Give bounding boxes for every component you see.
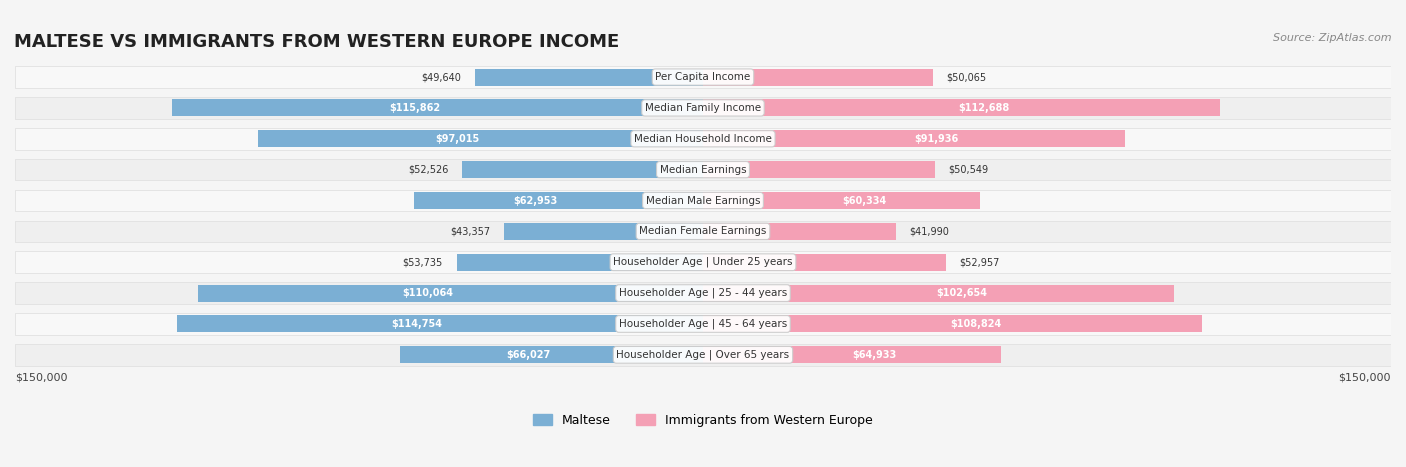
Text: $150,000: $150,000 [1339,373,1391,383]
FancyBboxPatch shape [15,313,1391,335]
Bar [177,316,703,333]
FancyBboxPatch shape [15,159,1391,180]
Bar [703,192,980,209]
Bar [505,223,703,240]
Bar [172,99,703,116]
Text: $43,357: $43,357 [450,226,491,236]
Text: $50,065: $50,065 [946,72,987,82]
Text: $60,334: $60,334 [842,196,886,205]
Text: Source: ZipAtlas.com: Source: ZipAtlas.com [1274,33,1392,42]
Text: $52,957: $52,957 [960,257,1000,267]
FancyBboxPatch shape [15,344,1391,366]
FancyBboxPatch shape [15,66,1391,88]
Text: $114,754: $114,754 [391,319,443,329]
Text: Median Family Income: Median Family Income [645,103,761,113]
Bar [703,254,946,271]
Bar [198,284,703,302]
Bar [703,161,935,178]
Text: $97,015: $97,015 [436,134,479,144]
FancyBboxPatch shape [15,97,1391,119]
FancyBboxPatch shape [15,282,1391,304]
Text: Householder Age | Over 65 years: Householder Age | Over 65 years [616,350,790,360]
Bar [703,316,1202,333]
FancyBboxPatch shape [15,251,1391,273]
Text: $112,688: $112,688 [959,103,1010,113]
Text: Householder Age | 45 - 64 years: Householder Age | 45 - 64 years [619,318,787,329]
Bar [259,130,703,147]
Text: $108,824: $108,824 [950,319,1001,329]
Bar [401,347,703,363]
Legend: Maltese, Immigrants from Western Europe: Maltese, Immigrants from Western Europe [529,409,877,432]
Text: $66,027: $66,027 [506,350,551,360]
Text: Median Earnings: Median Earnings [659,165,747,175]
FancyBboxPatch shape [15,190,1391,211]
Text: $41,990: $41,990 [910,226,949,236]
Bar [457,254,703,271]
Text: $64,933: $64,933 [852,350,897,360]
Text: $91,936: $91,936 [915,134,959,144]
Bar [703,99,1220,116]
Bar [703,69,932,85]
Bar [475,69,703,85]
Text: Householder Age | 25 - 44 years: Householder Age | 25 - 44 years [619,288,787,298]
Bar [703,223,896,240]
Text: Median Household Income: Median Household Income [634,134,772,144]
Text: $62,953: $62,953 [513,196,558,205]
Bar [703,347,1001,363]
Text: $53,735: $53,735 [402,257,443,267]
Bar [703,284,1174,302]
Bar [415,192,703,209]
Text: $115,862: $115,862 [389,103,440,113]
Text: $102,654: $102,654 [936,288,987,298]
Text: $110,064: $110,064 [402,288,453,298]
Text: $49,640: $49,640 [422,72,461,82]
Bar [463,161,703,178]
Bar [703,130,1125,147]
Text: Householder Age | Under 25 years: Householder Age | Under 25 years [613,257,793,268]
Text: $52,526: $52,526 [408,165,449,175]
Text: MALTESE VS IMMIGRANTS FROM WESTERN EUROPE INCOME: MALTESE VS IMMIGRANTS FROM WESTERN EUROP… [14,33,619,51]
Text: $50,549: $50,549 [949,165,988,175]
Text: Median Male Earnings: Median Male Earnings [645,196,761,205]
Text: $150,000: $150,000 [15,373,67,383]
FancyBboxPatch shape [15,128,1391,149]
Text: Median Female Earnings: Median Female Earnings [640,226,766,236]
Text: Per Capita Income: Per Capita Income [655,72,751,82]
FancyBboxPatch shape [15,220,1391,242]
